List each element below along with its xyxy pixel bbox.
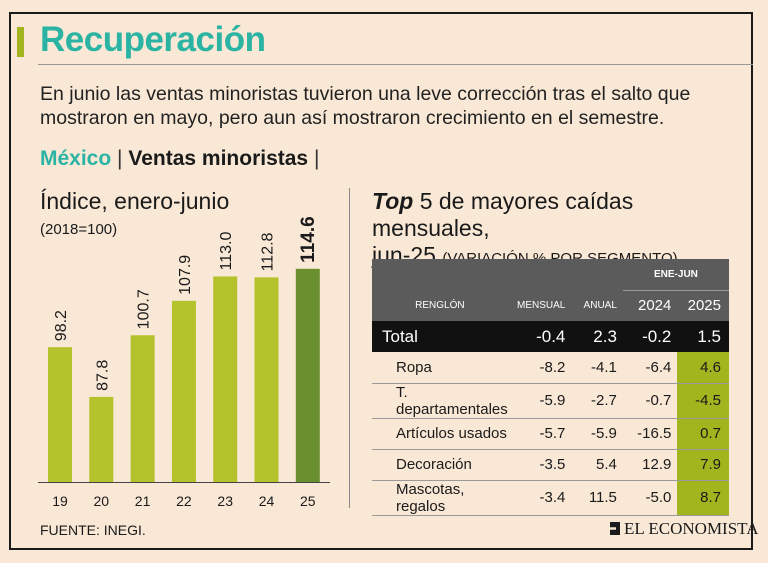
row-anual: -4.1 bbox=[571, 352, 623, 384]
brand-name: EL ECONOMISTA bbox=[624, 519, 759, 538]
row-2024: -5.0 bbox=[622, 480, 678, 516]
bar-value-label: 112.8 bbox=[260, 232, 277, 271]
bar-21 bbox=[130, 335, 155, 482]
table-title-italic: Top bbox=[372, 188, 414, 214]
row-mensual: -8.2 bbox=[507, 352, 572, 384]
total-2025: 1.5 bbox=[677, 321, 729, 352]
col-header-2025: 2025 bbox=[677, 290, 729, 321]
bar-value-label: 87.8 bbox=[94, 360, 111, 391]
row-2025: 0.7 bbox=[677, 418, 729, 450]
row-2024: -6.4 bbox=[622, 352, 678, 384]
row-2024: 12.9 bbox=[622, 449, 678, 481]
bar-25 bbox=[295, 268, 320, 482]
bar-24 bbox=[254, 277, 279, 482]
row-anual: -2.7 bbox=[571, 383, 623, 419]
x-tick-label: 23 bbox=[217, 493, 233, 509]
bar-chart-subtitle: (2018=100) bbox=[40, 221, 118, 238]
x-tick-label: 24 bbox=[259, 493, 275, 509]
section-separator: | bbox=[117, 147, 123, 170]
x-tick-label: 22 bbox=[176, 493, 192, 509]
x-tick-label: 19 bbox=[52, 493, 68, 509]
table-group-header-row: ENE-JUN bbox=[372, 259, 729, 291]
bar-chart: 98.2 19 87.8 20 100.7 21 107.9 22 113.0 23 112.8 24… bbox=[38, 216, 330, 509]
source-note: FUENTE: INEGI. bbox=[40, 522, 146, 538]
title-rule bbox=[38, 64, 753, 65]
row-2025: 7.9 bbox=[677, 449, 729, 481]
row-label: Decoración bbox=[372, 449, 508, 481]
col-header-anual: ANUAL bbox=[571, 290, 623, 321]
row-mensual: -5.9 bbox=[507, 383, 572, 419]
bar-chart-title: Índice, enero-junio bbox=[40, 188, 230, 214]
row-anual: 5.4 bbox=[571, 449, 623, 481]
title-accent-bar bbox=[17, 27, 24, 57]
row-mensual: -3.5 bbox=[507, 449, 572, 481]
table-total-row: Total -0.4 2.3 -0.2 1.5 bbox=[372, 321, 729, 352]
x-tick-label: 20 bbox=[94, 493, 110, 509]
col-header-mensual: MENSUAL bbox=[507, 290, 572, 321]
col-header-renglon: RENGLÓN bbox=[372, 290, 508, 321]
bar-value-label: 107.9 bbox=[177, 255, 194, 295]
panel-divider bbox=[349, 188, 350, 508]
table-row: Decoración -3.5 5.4 12.9 7.9 bbox=[372, 449, 729, 481]
table-row: Mascotas, regalos -3.4 11.5 -5.0 8.7 bbox=[372, 480, 729, 516]
x-tick-label: 25 bbox=[300, 493, 316, 509]
segment-table: ENE-JUN RENGLÓN MENSUAL ANUAL 2024 2025 … bbox=[372, 259, 729, 516]
section-heading: México | Ventas minoristas | bbox=[40, 147, 319, 171]
brand-logo: EL ECONOMISTA bbox=[610, 519, 758, 539]
table-title-rest: 5 de mayores caídas mensuales, bbox=[372, 188, 634, 241]
bar-value-label: 100.7 bbox=[136, 289, 153, 329]
x-tick-label: 21 bbox=[135, 493, 151, 509]
row-2025: 4.6 bbox=[677, 352, 729, 384]
row-label: Ropa bbox=[372, 352, 508, 384]
bar-value-label: 113.0 bbox=[218, 232, 235, 271]
section-country: México bbox=[40, 147, 112, 170]
brand-mark-icon bbox=[610, 522, 620, 535]
total-2024: -0.2 bbox=[622, 321, 678, 352]
row-anual: -5.9 bbox=[571, 418, 623, 450]
table-row: Artículos usados -5.7 -5.9 -16.5 0.7 bbox=[372, 418, 729, 450]
table-group-header: ENE-JUN bbox=[622, 259, 729, 291]
row-label: Mascotas, regalos bbox=[372, 480, 508, 516]
table-row: T. departamentales -5.9 -2.7 -0.7 -4.5 bbox=[372, 383, 729, 419]
bar-20 bbox=[89, 396, 114, 482]
row-label: Artículos usados bbox=[372, 418, 508, 450]
bar-value-label: 114.6 bbox=[298, 216, 319, 263]
row-label: T. departamentales bbox=[372, 383, 508, 419]
infographic-frame bbox=[9, 12, 753, 550]
infographic-title: Recuperación bbox=[40, 20, 266, 59]
row-2025: 8.7 bbox=[677, 480, 729, 516]
bar-22 bbox=[171, 300, 196, 482]
bar-value-label: 98.2 bbox=[53, 310, 70, 341]
col-header-2024: 2024 bbox=[622, 290, 678, 321]
total-anual: 2.3 bbox=[571, 321, 623, 352]
table-row: Ropa -8.2 -4.1 -6.4 4.6 bbox=[372, 352, 729, 384]
table-header-row: RENGLÓN MENSUAL ANUAL 2024 2025 bbox=[372, 290, 729, 321]
bar-23 bbox=[213, 276, 238, 482]
total-mensual: -0.4 bbox=[507, 321, 572, 352]
row-mensual: -3.4 bbox=[507, 480, 572, 516]
row-2024: -0.7 bbox=[622, 383, 678, 419]
row-2025: -4.5 bbox=[677, 383, 729, 419]
row-2024: -16.5 bbox=[622, 418, 678, 450]
row-anual: 11.5 bbox=[571, 480, 623, 516]
section-end-separator: | bbox=[313, 147, 320, 170]
total-label: Total bbox=[372, 321, 508, 352]
bar-19 bbox=[48, 347, 72, 482]
infographic-subtitle: En junio las ventas minoristas tuvieron … bbox=[40, 83, 691, 129]
row-mensual: -5.7 bbox=[507, 418, 572, 450]
section-topic: Ventas minoristas bbox=[128, 147, 309, 170]
